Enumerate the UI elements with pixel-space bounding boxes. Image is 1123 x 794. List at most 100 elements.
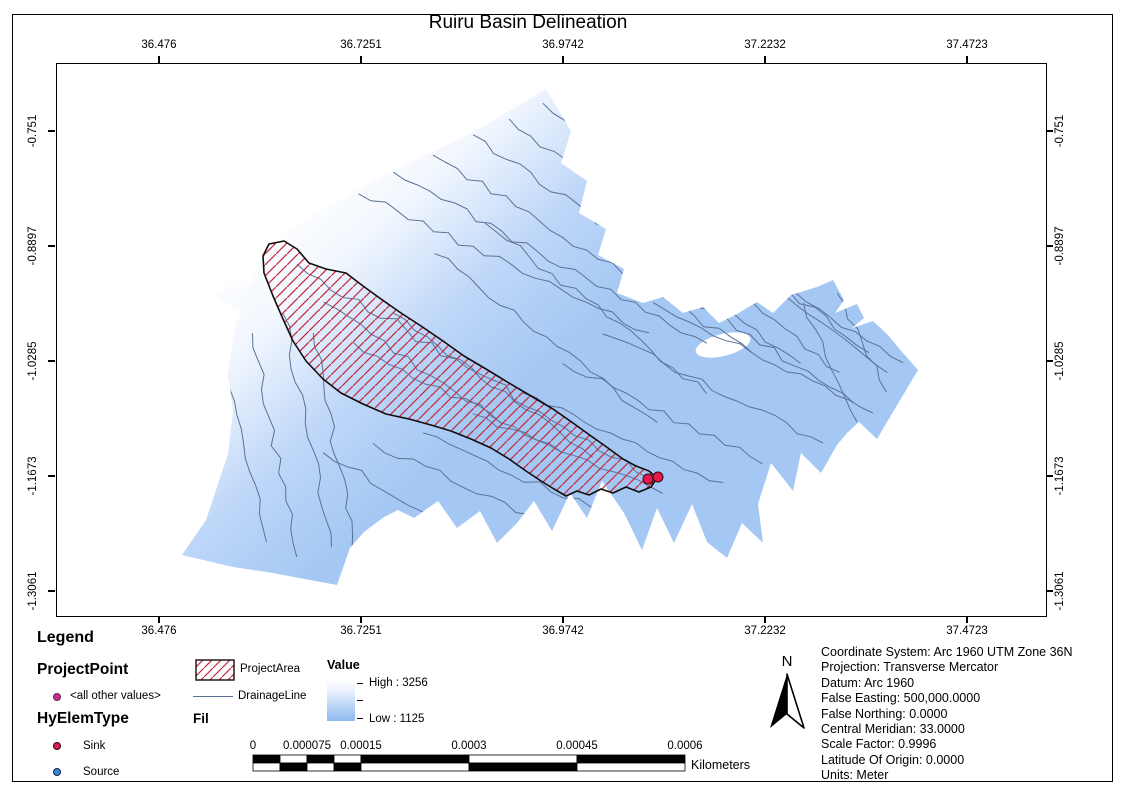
drainage-line bbox=[393, 171, 708, 344]
x-axis-label-top: 36.476 bbox=[141, 39, 177, 51]
legend-header-projectpoint: ProjectPoint bbox=[37, 661, 129, 678]
y-axis-tick-left bbox=[48, 590, 55, 592]
scale-bar-graphic bbox=[252, 754, 686, 772]
y-axis-tick-left bbox=[48, 475, 55, 477]
legend-header-hyelemtype: HyElemType bbox=[37, 710, 129, 727]
gradient-tick bbox=[357, 683, 363, 684]
drainage-line bbox=[803, 302, 858, 423]
drainage-line-swatch bbox=[193, 696, 233, 697]
x-axis-tick-top bbox=[562, 56, 564, 63]
coordinate-info-line: Central Meridian: 33.0000 bbox=[821, 722, 965, 737]
drainage-line bbox=[836, 292, 888, 393]
x-axis-tick-bottom bbox=[562, 616, 564, 623]
x-axis-label-top: 36.9742 bbox=[542, 39, 584, 51]
y-axis-label-left: -1.3061 bbox=[27, 571, 39, 611]
y-axis-label-left: -1.0285 bbox=[27, 341, 39, 381]
drainage-line bbox=[434, 253, 658, 423]
value-gradient-swatch bbox=[327, 679, 355, 721]
drainage-line bbox=[422, 432, 604, 513]
coordinate-info-line: Projection: Transverse Mercator bbox=[821, 660, 999, 675]
project-point bbox=[642, 473, 654, 485]
watershed-raster bbox=[182, 89, 918, 585]
drainage-line bbox=[652, 302, 874, 414]
x-axis-label-top: 37.2232 bbox=[744, 39, 786, 51]
all-other-values-marker bbox=[53, 693, 61, 701]
map-frame bbox=[56, 63, 1047, 617]
drainage-line bbox=[372, 442, 544, 524]
gradient-tick bbox=[357, 700, 363, 701]
legend-header-fil: Fil bbox=[193, 711, 209, 726]
drainage-line bbox=[227, 372, 267, 543]
coordinate-info-line: False Northing: 0.0000 bbox=[821, 706, 948, 721]
drainage-line bbox=[522, 392, 724, 483]
scale-bar-label: 0.0003 bbox=[451, 740, 487, 752]
y-axis-label-right: -0.751 bbox=[1054, 114, 1066, 148]
x-axis-tick-top bbox=[158, 56, 160, 63]
x-axis-label-bottom: 37.2232 bbox=[744, 625, 786, 637]
map-title: Ruiru Basin Delineation bbox=[428, 12, 628, 33]
legend-title: Legend bbox=[37, 629, 94, 646]
y-axis-label-right: -1.1673 bbox=[1054, 456, 1066, 496]
y-axis-label-right: -1.3061 bbox=[1054, 571, 1066, 611]
x-axis-label-top: 36.7251 bbox=[340, 39, 382, 51]
project-point bbox=[652, 471, 664, 483]
coordinate-info-line: Latitude Of Origin: 0.0000 bbox=[821, 752, 965, 767]
drainage-line bbox=[282, 312, 332, 548]
x-axis-tick-bottom bbox=[966, 616, 968, 623]
drainage-line bbox=[432, 154, 754, 354]
x-axis-tick-top bbox=[764, 56, 766, 63]
y-axis-tick-right bbox=[1046, 130, 1053, 132]
coordinate-system-info: Coordinate System: Arc 1960 UTM Zone 36N… bbox=[821, 645, 1113, 784]
project-area-swatch bbox=[195, 659, 235, 681]
y-axis-label-left: -1.1673 bbox=[27, 456, 39, 496]
y-axis-tick-right bbox=[1046, 360, 1053, 362]
y-axis-tick-left bbox=[48, 360, 55, 362]
project-area-label: ProjectArea bbox=[240, 663, 301, 675]
y-axis-label-right: -0.8897 bbox=[1054, 226, 1066, 266]
source-marker bbox=[53, 768, 61, 776]
y-axis-label-left: -0.8897 bbox=[27, 226, 39, 266]
scale-bar-label: 0.00045 bbox=[556, 740, 598, 752]
x-axis-label-bottom: 37.4723 bbox=[946, 625, 988, 637]
y-axis-tick-right bbox=[1046, 590, 1053, 592]
y-axis-tick-right bbox=[1046, 245, 1053, 247]
coordinate-info-line: False Easting: 500,000.0000 bbox=[821, 691, 981, 706]
map-canvas bbox=[182, 89, 918, 585]
north-arrow-icon bbox=[770, 673, 805, 729]
raster-hole bbox=[695, 332, 751, 358]
all-other-values-label: <all other values> bbox=[70, 690, 161, 702]
project-area-polygon bbox=[262, 240, 658, 497]
coordinate-info-line: Datum: Arc 1960 bbox=[821, 675, 915, 690]
coordinate-info-line: Scale Factor: 0.9996 bbox=[821, 737, 937, 752]
scale-bar-label: 0.00015 bbox=[340, 740, 382, 752]
source-label: Source bbox=[83, 766, 120, 778]
sink-marker bbox=[53, 742, 61, 750]
legend-header-value: Value bbox=[327, 658, 360, 672]
scale-bar-label: 0.000075 bbox=[283, 740, 331, 752]
y-axis-tick-right bbox=[1046, 475, 1053, 477]
scale-bar-label: 0.0006 bbox=[667, 740, 703, 752]
x-axis-label-bottom: 36.7251 bbox=[340, 625, 382, 637]
y-axis-label-right: -1.0285 bbox=[1054, 341, 1066, 381]
value-high-label: High : 3256 bbox=[369, 677, 428, 689]
x-axis-tick-bottom bbox=[158, 616, 160, 623]
drainage-line bbox=[562, 363, 763, 465]
x-axis-tick-top bbox=[966, 56, 968, 63]
drainage-line bbox=[252, 333, 298, 558]
coordinate-info-line: Coordinate System: Arc 1960 UTM Zone 36N bbox=[821, 645, 1073, 659]
x-axis-tick-bottom bbox=[764, 616, 766, 623]
drainage-line bbox=[602, 333, 824, 444]
scale-bar-units: Kilometers bbox=[691, 758, 751, 772]
x-axis-tick-top bbox=[360, 56, 362, 63]
drainage-line-label: DrainageLine bbox=[238, 690, 307, 702]
y-axis-label-left: -0.751 bbox=[27, 114, 39, 148]
scale-bar-label: 0 bbox=[249, 740, 257, 752]
x-axis-label-bottom: 36.476 bbox=[141, 625, 177, 637]
y-axis-tick-left bbox=[48, 245, 55, 247]
drainage-line bbox=[484, 222, 707, 394]
x-axis-label-top: 37.4723 bbox=[946, 39, 988, 51]
x-axis-label-bottom: 36.9742 bbox=[542, 625, 584, 637]
value-low-label: Low : 1125 bbox=[369, 713, 425, 725]
coordinate-info-line: Units: Meter bbox=[821, 768, 889, 783]
